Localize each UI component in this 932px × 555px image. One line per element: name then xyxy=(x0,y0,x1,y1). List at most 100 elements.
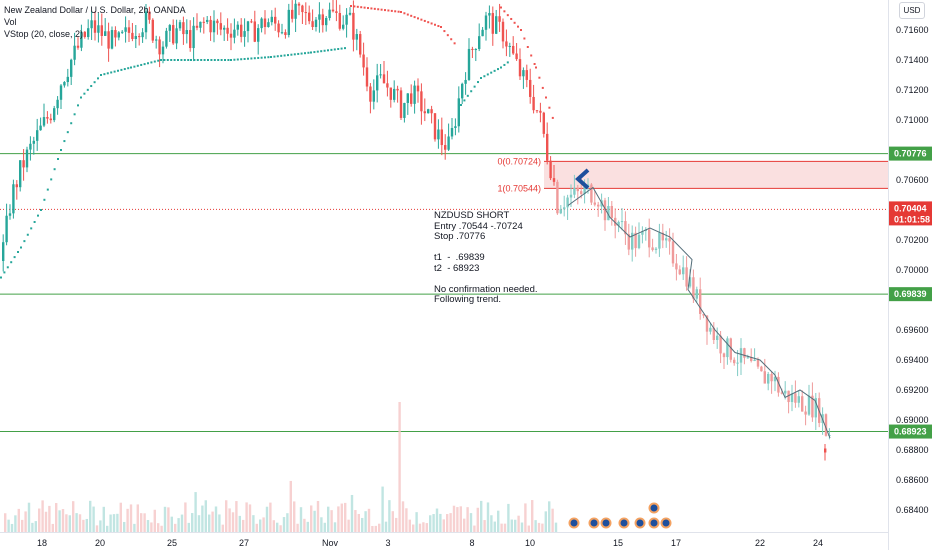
volume-bar xyxy=(517,515,520,532)
vstop-dot xyxy=(420,18,423,21)
candle-body xyxy=(427,109,430,114)
candle-body xyxy=(192,25,195,49)
vstop-dot xyxy=(483,75,486,78)
candle-body xyxy=(491,13,494,34)
x-tick-label: 15 xyxy=(613,538,623,548)
volume-bar xyxy=(473,525,476,532)
candle-body xyxy=(2,242,5,261)
candle-body xyxy=(539,110,542,113)
candle-body xyxy=(8,213,12,216)
candle-body xyxy=(637,234,641,249)
vstop-dot xyxy=(57,158,59,160)
vstop-dot xyxy=(203,59,206,61)
vstop-dot xyxy=(440,26,442,28)
vstop-dot xyxy=(387,9,390,12)
candle-body xyxy=(515,53,518,60)
volume-bar xyxy=(119,502,122,532)
volume-bar xyxy=(228,508,231,532)
symbol-title[interactable]: New Zealand Dollar / U.S. Dollar, 2h, OA… xyxy=(4,5,186,15)
candle-body xyxy=(219,23,222,30)
volume-bar xyxy=(78,514,82,532)
vstop-dot xyxy=(90,85,93,88)
vstop-dot xyxy=(363,6,366,9)
y-tick-label: 0.69600 xyxy=(896,325,929,335)
volume-bar xyxy=(242,519,245,532)
candle-body xyxy=(522,70,525,77)
candle-body xyxy=(750,357,753,362)
candle-body xyxy=(233,29,236,38)
event-flag-icon xyxy=(662,519,670,527)
volume-bar xyxy=(378,523,381,532)
volume-bar xyxy=(534,520,537,532)
vstop-dot xyxy=(157,59,160,62)
candle-body xyxy=(393,88,396,100)
candle-body xyxy=(124,27,127,32)
vstop-dot xyxy=(344,47,346,50)
volume-bar xyxy=(551,508,554,532)
vstop-dot xyxy=(20,246,22,249)
volume-bar xyxy=(24,511,27,532)
vstop-dot xyxy=(250,57,253,60)
vstop-dot xyxy=(6,266,9,269)
volume-bar xyxy=(136,504,139,532)
vstop-indicator-label[interactable]: VStop (20, close, 2) xyxy=(4,29,84,39)
volume-bar xyxy=(58,510,61,532)
y-tick-label: 0.71600 xyxy=(896,25,929,35)
volume-bar xyxy=(289,480,292,532)
vstop-dot xyxy=(353,5,356,8)
candle-body xyxy=(144,11,148,33)
vstop-dot xyxy=(180,59,183,61)
vstop-dot xyxy=(160,59,162,61)
vstop-dot xyxy=(453,42,456,45)
vstop-dots xyxy=(0,5,554,279)
candle-body xyxy=(253,21,256,42)
candle-body xyxy=(488,13,491,16)
event-flag-icon xyxy=(650,504,658,512)
volume-bar xyxy=(245,502,248,532)
event-flag-icon xyxy=(602,519,610,527)
candle-body xyxy=(25,149,29,168)
volume-bar xyxy=(357,513,360,532)
vstop-dot xyxy=(538,76,541,79)
vstop-dot xyxy=(120,68,123,71)
candle-body xyxy=(535,110,539,112)
candle-body xyxy=(824,448,827,453)
vstop-dot xyxy=(490,71,493,74)
candle-body xyxy=(719,335,722,354)
volume-bar xyxy=(435,508,439,532)
volume-bar xyxy=(425,523,428,532)
vstop-dot xyxy=(43,198,46,201)
candle-body xyxy=(32,140,35,144)
candle-body xyxy=(563,207,566,210)
volume-bar xyxy=(323,522,326,532)
level-price-label: 0.68923 xyxy=(894,427,927,437)
vstop-dot xyxy=(217,59,220,61)
volume-bar xyxy=(201,505,204,532)
vstop-dot xyxy=(450,38,453,41)
candles xyxy=(2,0,831,440)
volume-bar xyxy=(279,525,282,532)
volume-bar xyxy=(350,494,354,532)
vstop-dot xyxy=(193,59,196,61)
volume-bar xyxy=(38,508,41,532)
volume-bar xyxy=(48,505,51,532)
volume-bar xyxy=(265,506,269,532)
volume-bar xyxy=(333,522,337,532)
candle-body xyxy=(76,45,80,48)
x-tick-label: Nov xyxy=(322,538,339,548)
candle-body xyxy=(97,25,100,33)
candle-body xyxy=(590,184,593,203)
currency-button[interactable]: USD xyxy=(899,2,925,19)
volume-bar xyxy=(27,502,31,532)
candle-body xyxy=(512,45,515,54)
vstop-dot xyxy=(3,271,6,274)
vstop-dot xyxy=(513,21,516,24)
volume-label[interactable]: Vol xyxy=(4,17,17,27)
vstop-dot xyxy=(270,56,272,58)
volume-bar xyxy=(160,525,163,532)
candle-body xyxy=(284,32,287,36)
vstop-dot xyxy=(373,7,376,10)
candle-body xyxy=(797,396,800,403)
